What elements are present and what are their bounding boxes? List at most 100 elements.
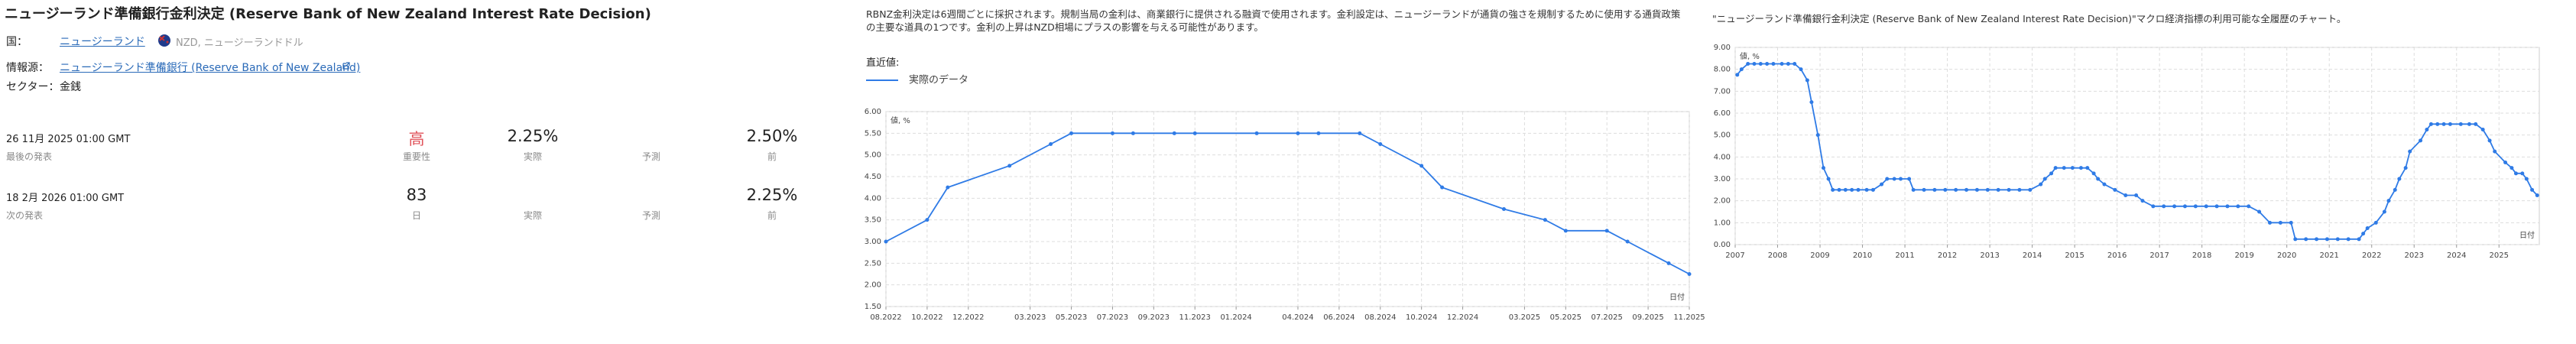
y-tick-label: 3.00 bbox=[1714, 175, 1731, 183]
x-axis-label: 日付 bbox=[2519, 230, 2535, 240]
x-tick-label: 2011 bbox=[1895, 252, 1914, 260]
data-point bbox=[1563, 229, 1568, 233]
data-point bbox=[2335, 237, 2340, 242]
plot-frame bbox=[1734, 47, 2540, 245]
x-tick-label: 04.2024 bbox=[1282, 313, 1313, 322]
data-point bbox=[1296, 131, 1300, 135]
legend-title: 直近値: bbox=[866, 57, 900, 69]
x-tick-label: 08.2024 bbox=[1364, 313, 1396, 322]
data-point bbox=[1932, 187, 1937, 192]
x-tick-label: 05.2023 bbox=[1056, 313, 1087, 322]
data-point bbox=[1996, 187, 2000, 192]
data-point bbox=[2530, 187, 2535, 192]
data-point bbox=[2007, 187, 2011, 192]
y-tick-label: 2.50 bbox=[865, 259, 881, 268]
data-point bbox=[2028, 187, 2033, 192]
data-point bbox=[2182, 204, 2187, 209]
data-point bbox=[1780, 62, 1784, 66]
data-point bbox=[2225, 204, 2230, 209]
data-point bbox=[1746, 62, 1750, 66]
data-point bbox=[2162, 204, 2166, 209]
data-point bbox=[2493, 149, 2497, 154]
data-point bbox=[2304, 237, 2308, 242]
x-tick-label: 03.2025 bbox=[1509, 313, 1540, 322]
data-line bbox=[1737, 63, 2538, 240]
data-point bbox=[2435, 122, 2440, 126]
data-point bbox=[2257, 209, 2262, 214]
data-point bbox=[2085, 166, 2090, 170]
y-tick-label: 8.00 bbox=[1714, 66, 1731, 74]
data-point bbox=[1974, 187, 1979, 192]
x-tick-label: 2018 bbox=[2192, 252, 2211, 260]
data-point bbox=[2419, 138, 2423, 143]
data-point bbox=[946, 185, 950, 190]
data-point bbox=[1254, 131, 1259, 135]
days-value: 83 bbox=[406, 186, 427, 204]
data-point bbox=[2509, 166, 2514, 170]
x-tick-label: 2017 bbox=[2149, 252, 2169, 260]
x-tick-label: 2016 bbox=[2107, 252, 2127, 260]
y-tick-label: 6.00 bbox=[1714, 109, 1731, 118]
data-point bbox=[2123, 193, 2128, 197]
plot-frame bbox=[885, 111, 1690, 307]
y-tick-label: 3.50 bbox=[865, 216, 881, 225]
data-point bbox=[2408, 149, 2412, 154]
data-point bbox=[2053, 166, 2058, 170]
event-date-label: 最後の発表 bbox=[6, 151, 53, 162]
data-point bbox=[2520, 171, 2525, 176]
data-point bbox=[1885, 177, 1890, 181]
data-line bbox=[885, 132, 1690, 275]
data-point bbox=[1172, 131, 1176, 135]
flag-icon bbox=[158, 34, 170, 47]
data-point bbox=[2214, 204, 2219, 209]
x-tick-label: 10.2022 bbox=[911, 313, 942, 322]
y-tick-label: 4.50 bbox=[865, 173, 881, 181]
y-tick-label: 9.00 bbox=[1714, 44, 1731, 52]
data-point bbox=[2346, 237, 2351, 242]
data-point bbox=[1007, 164, 1012, 168]
y-axis-label: 値, % bbox=[891, 115, 910, 125]
x-tick-label: 05.2025 bbox=[1550, 313, 1582, 322]
y-axis-label: 値, % bbox=[1740, 51, 1760, 61]
data-point bbox=[2441, 122, 2446, 126]
data-point bbox=[2386, 199, 2391, 203]
y-tick-label: 0.00 bbox=[1714, 241, 1731, 249]
legend-label: 実際のデータ bbox=[909, 74, 968, 86]
source-link[interactable]: ニュージーランド準備銀行 (Reserve Bank of New Zealan… bbox=[60, 62, 361, 74]
data-point bbox=[1943, 187, 1948, 192]
data-point bbox=[2393, 187, 2397, 192]
x-tick-label: 2024 bbox=[2447, 252, 2466, 260]
data-point bbox=[1110, 131, 1114, 135]
data-point bbox=[2113, 187, 2117, 192]
data-point bbox=[1907, 177, 1912, 181]
country-link[interactable]: ニュージーランド bbox=[60, 36, 145, 48]
x-tick-label: 07.2025 bbox=[1591, 313, 1623, 322]
importance-label: 重要性 bbox=[402, 151, 431, 162]
x-tick-label: 2013 bbox=[1980, 252, 1999, 260]
data-point bbox=[2289, 220, 2293, 225]
data-point bbox=[2049, 171, 2054, 176]
data-point bbox=[2193, 204, 2198, 209]
data-point bbox=[2357, 237, 2361, 242]
x-tick-label: 2008 bbox=[1768, 252, 1787, 260]
data-point bbox=[1805, 78, 1809, 83]
data-point bbox=[1666, 261, 1671, 265]
data-point bbox=[2017, 187, 2022, 192]
x-tick-label: 11.2025 bbox=[1673, 313, 1705, 322]
data-point bbox=[2487, 138, 2492, 143]
previous-label: 前 bbox=[767, 151, 777, 162]
y-tick-label: 2.00 bbox=[1714, 197, 1731, 206]
data-point bbox=[1419, 164, 1424, 168]
data-point bbox=[2078, 166, 2083, 170]
data-point bbox=[2102, 182, 2107, 187]
data-point bbox=[1831, 187, 1835, 192]
data-point bbox=[1864, 187, 1869, 192]
data-point bbox=[1964, 187, 1969, 192]
data-point bbox=[1911, 187, 1916, 192]
data-point bbox=[1358, 131, 1362, 135]
data-point bbox=[2096, 177, 2101, 181]
data-point bbox=[2325, 237, 2329, 242]
x-tick-label: 03.2023 bbox=[1014, 313, 1046, 322]
y-tick-label: 4.00 bbox=[1714, 153, 1731, 161]
